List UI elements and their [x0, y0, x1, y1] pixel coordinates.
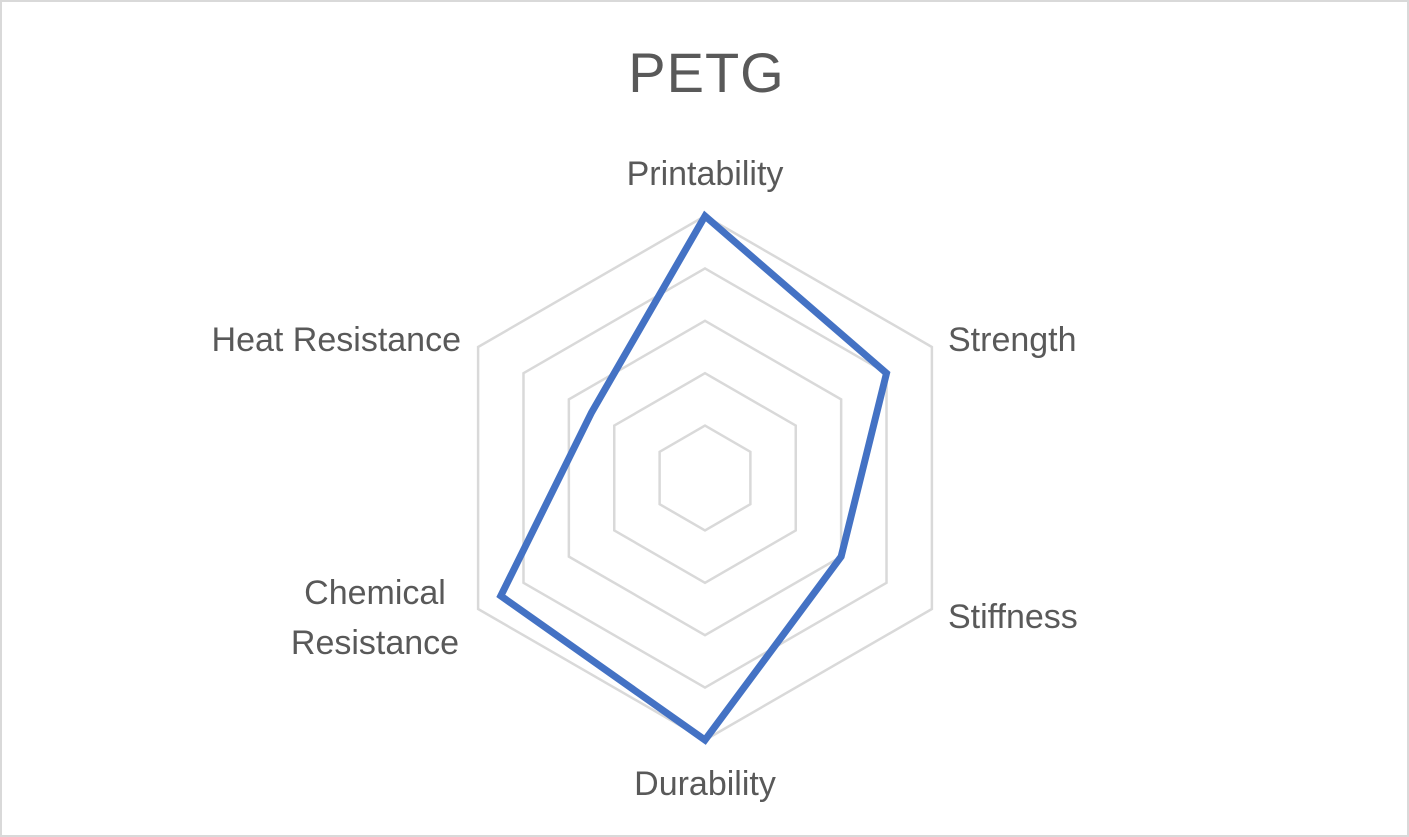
axis-label-line: Chemical: [304, 574, 446, 612]
axis-label-line: Printability: [627, 155, 784, 193]
grid-ring-2: [612, 371, 798, 585]
grid-ring-1: [658, 424, 752, 532]
axis-label-3: Stiffness: [948, 598, 1078, 636]
axis-label-line: Durability: [634, 765, 776, 803]
axis-label-5: Chemical Resistance: [291, 574, 459, 662]
axis-label-6: Heat Resistance: [212, 321, 461, 359]
axis-label-line: Stiffness: [948, 598, 1078, 636]
axis-label-line: Heat Resistance: [212, 321, 461, 359]
axis-label-2: Strength: [948, 321, 1077, 359]
grid-ring-4: [522, 266, 888, 690]
chart-title: PETG: [628, 41, 785, 104]
axis-label-line: Resistance: [291, 624, 459, 662]
axis-label-4: Durability: [634, 765, 776, 803]
axis-label-1: Printability: [627, 155, 784, 193]
axis-label-line: Strength: [948, 321, 1077, 359]
series-line-1: [496, 210, 891, 745]
grid-ring-3: [567, 319, 843, 637]
